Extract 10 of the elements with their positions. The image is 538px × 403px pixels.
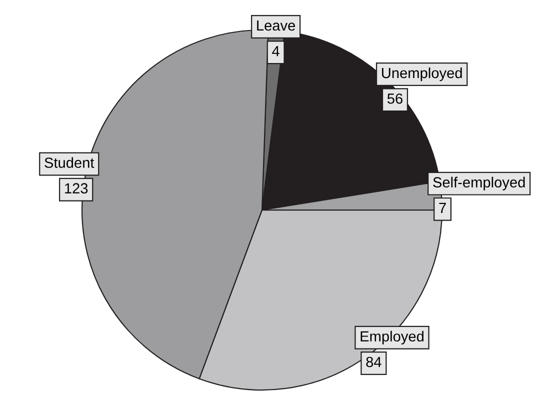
data-label: 4 [272, 46, 280, 56]
slice-label: Employed [360, 330, 424, 344]
slice-label: Student [44, 157, 94, 168]
slice-label: Unemployed [382, 67, 462, 82]
data-label: 84 [366, 356, 382, 368]
slice-label: Self-employed [433, 176, 525, 190]
slice-label: Leave [257, 20, 296, 31]
data-label: 56 [387, 93, 402, 104]
data-label: 7 [439, 202, 446, 213]
data-label: 123 [65, 183, 88, 194]
